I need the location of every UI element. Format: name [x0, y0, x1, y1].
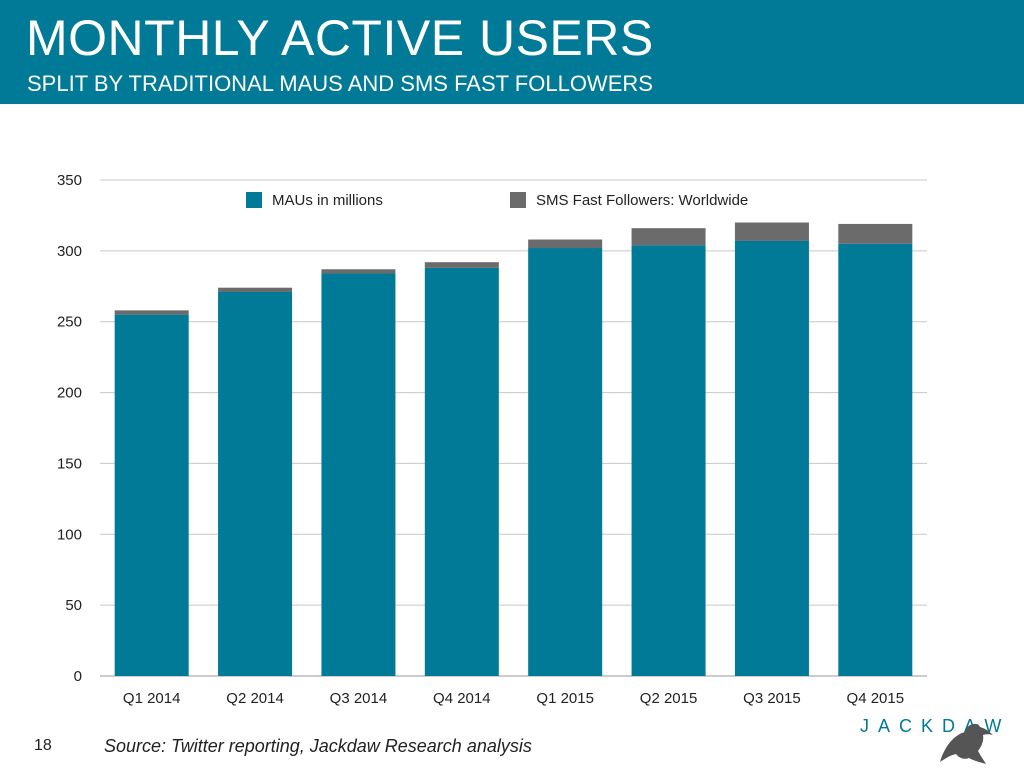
bar-sms-fast-followers — [114, 310, 189, 315]
y-tick-label: 50 — [65, 597, 82, 614]
x-tick-label: Q3 2014 — [330, 690, 388, 707]
header-banner: MONTHLY ACTIVE USERS SPLIT BY TRADITIONA… — [0, 0, 1024, 104]
bar-sms-fast-followers — [838, 223, 913, 244]
page-subtitle: SPLIT BY TRADITIONAL MAUS AND SMS FAST F… — [27, 71, 653, 96]
bar-sms-fast-followers — [631, 228, 706, 246]
bar-sms-fast-followers — [321, 269, 396, 274]
legend-label: SMS Fast Followers: Worldwide — [536, 192, 748, 209]
bar-sms-fast-followers — [218, 287, 293, 292]
bar-maus — [321, 273, 396, 676]
bar-sms-fast-followers — [424, 262, 499, 268]
y-tick-label: 200 — [57, 385, 82, 402]
bar-sms-fast-followers — [528, 239, 603, 249]
y-tick-label: 0 — [74, 668, 82, 685]
y-tick-label: 300 — [57, 243, 82, 260]
source-note: Source: Twitter reporting, Jackdaw Resea… — [104, 736, 532, 756]
x-tick-label: Q2 2014 — [226, 690, 284, 707]
legend-swatch — [246, 192, 262, 208]
jackdaw-logo: JACKDAW — [860, 712, 1010, 768]
bar-maus — [114, 314, 189, 676]
bar-maus — [838, 243, 913, 676]
x-tick-label: Q4 2015 — [847, 690, 905, 707]
legend-label: MAUs in millions — [272, 192, 383, 209]
y-tick-label: 150 — [57, 455, 82, 472]
legend-swatch — [510, 192, 526, 208]
legend: MAUs in millions SMS Fast Followers: Worl… — [246, 192, 748, 209]
y-tick-label: 350 — [57, 172, 82, 189]
jackdaw-bird-icon — [940, 723, 993, 764]
y-tick-label: 250 — [57, 314, 82, 331]
bar-maus — [424, 267, 499, 676]
page-number: 18 — [34, 737, 52, 754]
page-title: MONTHLY ACTIVE USERS — [26, 10, 654, 66]
x-tick-label: Q3 2015 — [743, 690, 801, 707]
bar-maus — [734, 240, 809, 677]
bar-maus — [631, 245, 706, 676]
bar-maus — [218, 291, 293, 676]
bar-sms-fast-followers — [734, 222, 809, 241]
bars — [114, 222, 913, 677]
x-tick-label: Q1 2015 — [536, 690, 594, 707]
x-tick-label: Q2 2015 — [640, 690, 698, 707]
y-tick-label: 100 — [57, 526, 82, 543]
x-tick-label: Q4 2014 — [433, 690, 491, 707]
bar-maus — [528, 248, 603, 676]
x-tick-label: Q1 2014 — [123, 690, 181, 707]
axis-labels: 0 50 100 150 200 250 300 350 Q1 2014 Q2 2014 Q3 20… — [57, 172, 904, 707]
